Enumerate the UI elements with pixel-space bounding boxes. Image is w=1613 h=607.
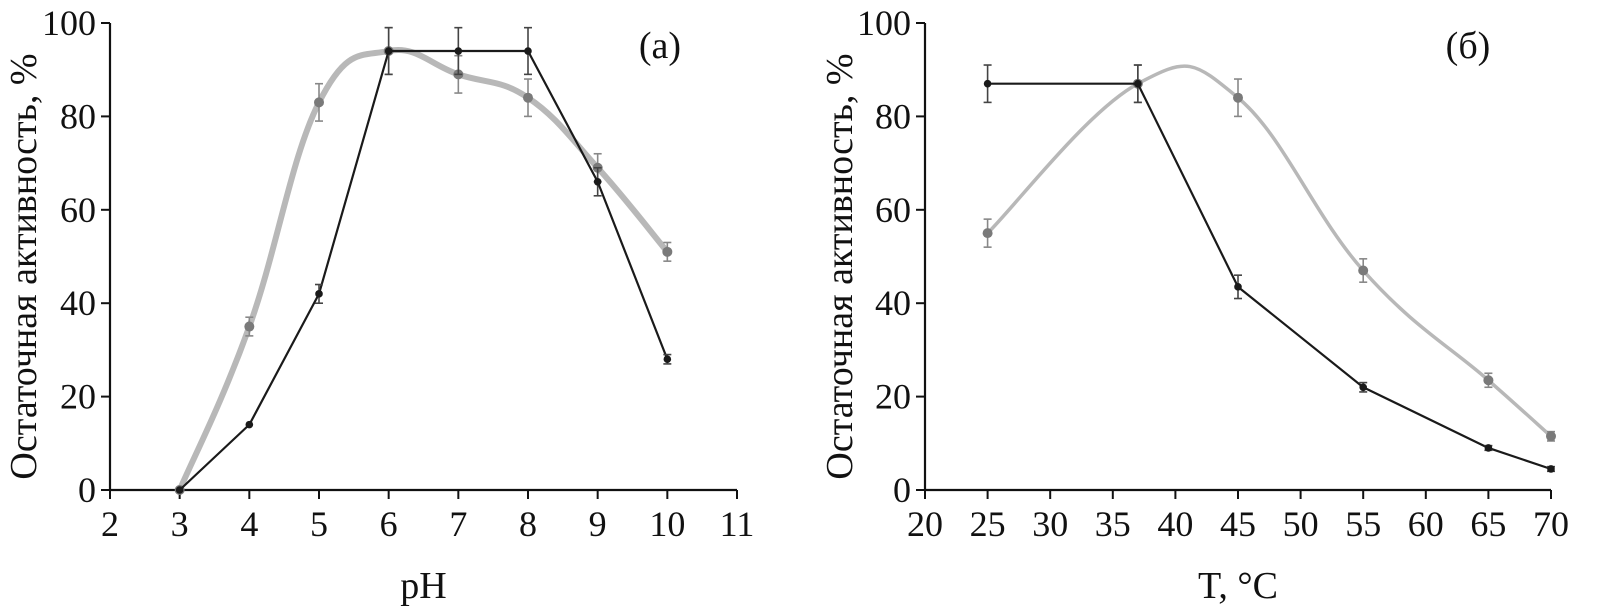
x-tick-label: 55	[1345, 504, 1381, 544]
data-point	[983, 79, 992, 88]
data-point	[454, 47, 463, 55]
data-point	[662, 246, 673, 257]
x-tick-label: 45	[1220, 504, 1256, 544]
data-point	[524, 47, 532, 55]
x-tick-label: 65	[1470, 504, 1506, 544]
data-point	[982, 228, 993, 239]
x-tick-label: 70	[1533, 504, 1569, 544]
y-tick-label: 100	[857, 3, 911, 43]
y-tick-label: 80	[875, 96, 911, 136]
y-tick-label: 100	[42, 3, 96, 43]
data-point	[1134, 79, 1142, 88]
x-tick-label: 2	[101, 504, 119, 544]
data-point	[1547, 465, 1555, 473]
x-tick-label: 6	[380, 504, 398, 544]
data-point	[523, 92, 533, 103]
x-axis-title: pH	[400, 565, 446, 607]
y-tick-label: 40	[875, 283, 911, 323]
series-1	[982, 64, 1556, 442]
y-tick-label: 80	[60, 96, 96, 136]
data-point	[1483, 375, 1494, 386]
y-tick-label: 0	[893, 470, 911, 510]
panel-label: (а)	[639, 25, 681, 67]
y-tick-label: 60	[60, 190, 96, 230]
x-tick-label: 35	[1095, 504, 1131, 544]
x-axis-title: T, °C	[1198, 565, 1278, 607]
x-tick-label: 50	[1283, 504, 1319, 544]
data-point	[315, 290, 323, 298]
x-tick-label: 40	[1157, 504, 1193, 544]
x-tick-label: 8	[519, 504, 537, 544]
data-point	[175, 486, 184, 494]
x-tick-label: 25	[970, 504, 1006, 544]
y-tick-label: 0	[78, 470, 96, 510]
x-tick-label: 4	[240, 504, 258, 544]
x-tick-label: 10	[649, 504, 685, 544]
series-line	[178, 49, 669, 492]
data-point	[1484, 444, 1493, 452]
data-point	[314, 97, 324, 108]
data-point	[1233, 92, 1243, 103]
y-tick-label: 20	[875, 377, 911, 417]
chart-panel-1: 2 3 4 5 6 7 8 9 10 11 0 20 40 60 80 100 pH Остаточная акт…	[3, 3, 754, 607]
data-point	[384, 47, 393, 55]
x-tick-label: 5	[310, 504, 328, 544]
data-point	[663, 355, 672, 364]
x-tick-label: 30	[1032, 504, 1068, 544]
series-line	[985, 64, 1553, 439]
series-line	[986, 82, 1553, 471]
data-point	[1234, 283, 1242, 291]
data-point	[593, 177, 602, 186]
data-point	[244, 321, 255, 332]
data-point	[1359, 383, 1367, 392]
y-tick-label: 20	[60, 377, 96, 417]
panel-label: (б)	[1446, 25, 1491, 67]
x-tick-label: 3	[171, 504, 189, 544]
x-tick-label: 11	[720, 504, 755, 544]
y-tick-label: 60	[875, 190, 911, 230]
y-axis-title: Остаточная активность, %	[819, 53, 861, 479]
series-2	[175, 26, 672, 494]
data-point	[1546, 431, 1556, 442]
x-tick-label: 20	[907, 504, 943, 544]
data-point	[245, 420, 254, 429]
x-tick-label: 9	[589, 504, 607, 544]
y-axis-title: Остаточная активность, %	[3, 53, 45, 479]
y-tick-label: 40	[60, 283, 96, 323]
series-2	[983, 64, 1555, 473]
x-tick-label: 60	[1408, 504, 1444, 544]
x-tick-label: 7	[449, 504, 467, 544]
data-point	[1358, 265, 1369, 276]
